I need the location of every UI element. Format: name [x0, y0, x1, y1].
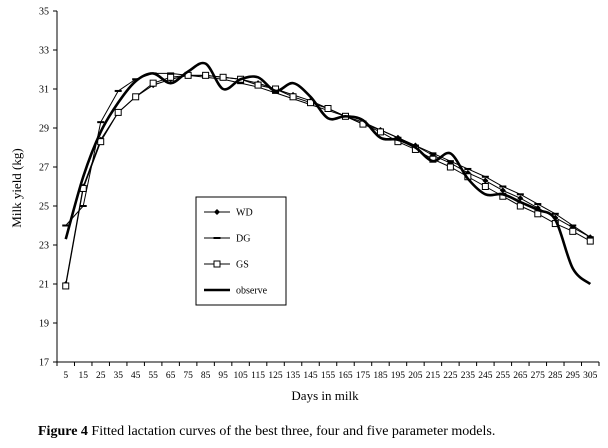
data-point-GS [307, 99, 315, 107]
x-tick-label: 185 [373, 371, 388, 381]
data-point-GS [376, 128, 384, 136]
data-point-GS [219, 73, 227, 81]
x-tick-label: 215 [426, 371, 441, 381]
y-tick-label: 35 [39, 7, 49, 18]
legend-label-GS: GS [236, 260, 249, 271]
x-tick-label: 25 [96, 371, 106, 381]
series-WD [62, 72, 594, 287]
x-tick-label: 235 [461, 371, 476, 381]
x-tick-label: 285 [548, 371, 563, 381]
x-tick-label: 195 [391, 371, 406, 381]
x-tick-label: 295 [566, 371, 581, 381]
series-line-observe [64, 61, 592, 286]
x-tick-label: 175 [356, 371, 371, 381]
series-GS [62, 71, 594, 290]
x-tick-label: 5 [63, 371, 68, 381]
y-tick-label: 17 [39, 358, 49, 369]
x-tick-label: 305 [583, 371, 598, 381]
data-point-GS [289, 93, 297, 101]
data-point-GS [324, 105, 332, 112]
data-point-GS [481, 183, 489, 190]
caption-text: Fitted lactation curves of the best thre… [87, 424, 496, 439]
x-tick-label: 255 [496, 371, 511, 381]
x-tick-label: 145 [303, 371, 318, 381]
series-DG [62, 72, 594, 239]
legend-label-WD: WD [236, 208, 253, 219]
y-tick-label: 21 [39, 280, 49, 291]
x-tick-label: 15 [78, 371, 88, 381]
caption-label: Figure 4 [38, 424, 88, 439]
y-tick-label: 23 [39, 241, 49, 252]
legend-box [195, 196, 287, 306]
series-line-DG [65, 72, 591, 238]
x-tick-label: 115 [251, 371, 265, 381]
data-point-GS [254, 81, 262, 89]
data-point-GS [202, 71, 210, 79]
y-tick-label: 31 [39, 85, 49, 96]
x-tick-label: 125 [268, 371, 283, 381]
data-point-GS [149, 79, 157, 87]
data-point-WD [482, 177, 489, 184]
x-tick-label: 165 [338, 371, 353, 381]
x-tick-label: 85 [201, 371, 211, 381]
data-point-GS [569, 227, 577, 235]
x-tick-label: 155 [321, 371, 336, 381]
axes: 17 19 21 23 25 27 29 31 33 35 5 15 25 35 45 55 65 75 85 95 1… [39, 7, 600, 381]
data-point-GS [167, 73, 175, 81]
x-tick-label: 275 [531, 371, 546, 381]
data-point-GS [62, 282, 70, 290]
y-tick-label: 27 [39, 163, 49, 174]
x-tick-label: 65 [166, 371, 176, 381]
x-tick-label: 225 [443, 371, 458, 381]
y-tick-label: 33 [39, 46, 49, 57]
x-tick-label: 135 [286, 371, 301, 381]
x-tick-label: 245 [478, 371, 493, 381]
legend: WD DG GS observe [195, 196, 287, 306]
legend-label-DG: DG [236, 234, 250, 245]
figure-caption: Figure 4 Fitted lactation curves of the … [38, 424, 495, 440]
x-tick-label: 75 [183, 371, 193, 381]
x-tick-label: 95 [218, 371, 228, 381]
y-tick-label: 29 [39, 124, 49, 135]
y-tick-label: 25 [39, 202, 49, 213]
series-observe [64, 61, 592, 286]
data-point-GS [586, 237, 594, 245]
data-point-WD [517, 195, 524, 202]
x-axis-label: Days in milk [291, 388, 359, 403]
y-tick-label: 19 [39, 319, 49, 330]
x-tick-label: 55 [148, 371, 158, 381]
legend-label-observe: observe [236, 286, 268, 297]
x-tick-label: 265 [513, 371, 528, 381]
x-tick-label: 35 [113, 371, 123, 381]
legend-marker-GS [213, 260, 221, 268]
data-point-GS [132, 93, 140, 101]
legend-marker-WD [214, 209, 220, 215]
x-tick-label: 205 [408, 371, 423, 381]
x-tick-label: 45 [131, 371, 141, 381]
series-layer [62, 61, 594, 290]
data-point-GS [114, 108, 122, 116]
y-axis-label: Milk yield (kg) [9, 148, 24, 227]
x-tick-label: 105 [233, 371, 248, 381]
data-point-GS [446, 163, 454, 171]
data-point-WD [499, 187, 506, 194]
